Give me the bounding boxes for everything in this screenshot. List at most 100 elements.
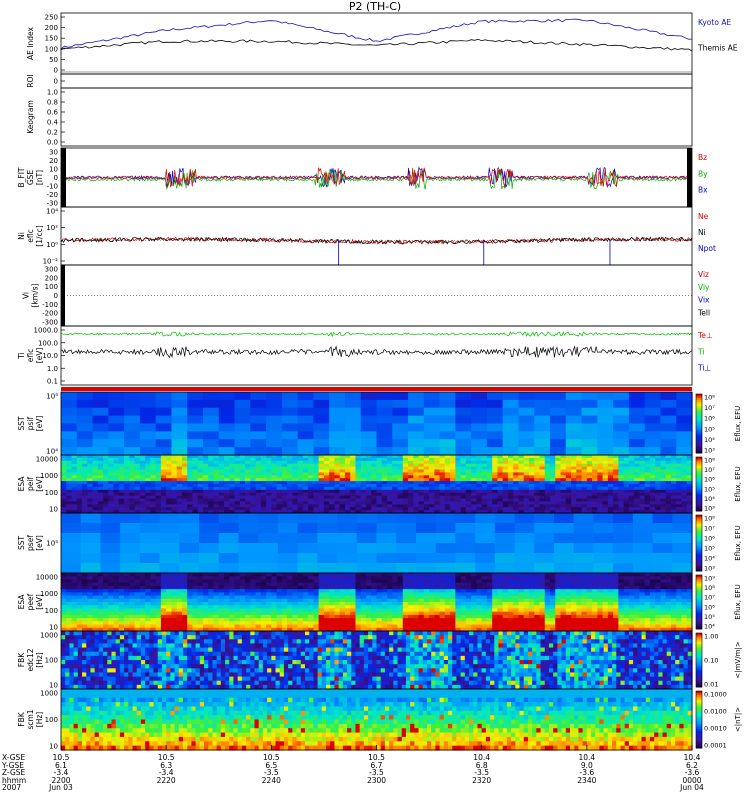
spectrogram-cell — [581, 392, 598, 401]
spectrogram-cell — [239, 611, 246, 616]
spectrogram-cell — [124, 431, 141, 440]
spectrogram-cell — [514, 543, 535, 554]
spectrogram-cell — [323, 484, 330, 488]
spectrogram-cell — [397, 592, 404, 597]
spectrogram-cell — [323, 589, 330, 593]
spectrogram-cell — [176, 592, 183, 597]
spectrogram-cell — [455, 579, 462, 584]
spectrogram-cell — [124, 478, 130, 482]
ytick-label: 20 — [49, 157, 58, 165]
spectrogram-cell — [444, 605, 451, 610]
spectrogram-cell — [507, 627, 514, 632]
spectrogram-cell — [660, 475, 667, 479]
spectrogram-cell — [229, 618, 236, 622]
spectrogram-cell — [607, 463, 614, 468]
spectrogram-cell — [355, 589, 362, 593]
spectrogram-cell — [76, 431, 94, 440]
spectrogram-cell — [103, 475, 109, 479]
spectrogram-cell — [238, 523, 259, 534]
spectrogram-cell — [197, 489, 204, 494]
spectrogram-cell — [124, 589, 130, 593]
spectrogram-cell — [507, 498, 514, 502]
spectrogram-cell — [376, 469, 383, 473]
spectrogram-cell — [120, 513, 141, 524]
spectrogram-cell — [408, 624, 414, 629]
spectrogram-cell — [197, 472, 204, 476]
spectrogram-cell — [476, 492, 483, 497]
spectrogram-cell — [439, 478, 446, 482]
spectrogram-cell — [192, 579, 199, 584]
ylabel-line: [eV] — [35, 476, 44, 492]
spectrogram-cell — [528, 466, 535, 471]
spectrogram-cell — [365, 602, 372, 606]
spectrogram-cell — [434, 486, 441, 491]
spectrogram-cell — [260, 605, 267, 610]
spectrogram-cell — [76, 608, 83, 613]
spectrogram-cell — [266, 602, 272, 606]
spectrogram-cell — [571, 621, 577, 626]
spectrogram-cell — [497, 489, 504, 494]
spectrogram-cell — [476, 585, 483, 590]
spectrogram-cell — [381, 595, 388, 600]
spectrogram-cell — [145, 608, 151, 613]
spectrogram-cell — [166, 492, 173, 497]
spectrogram-cell — [103, 460, 109, 465]
spectrogram-cell — [87, 472, 94, 476]
spectrogram-cell — [202, 392, 220, 401]
spectrogram-cell — [550, 585, 556, 590]
spectrogram-cell — [402, 573, 409, 577]
spectrogram-cell — [197, 492, 204, 497]
spectrogram-cell — [592, 589, 598, 593]
spectrogram-cell — [634, 489, 641, 494]
spectrogram-cell — [87, 475, 94, 479]
spectrogram-cell — [649, 455, 656, 459]
panel-ti-ylabel: Tieflc[eV] — [17, 348, 44, 364]
spectrogram-cell — [97, 582, 104, 587]
spectrogram-cell — [344, 478, 351, 482]
ytick-label: 0 — [54, 292, 58, 300]
spectrogram-cell — [392, 598, 399, 603]
spectrogram-cell — [61, 614, 67, 619]
spectrogram-cell — [139, 481, 146, 485]
spectrogram-cell — [381, 592, 388, 597]
spectrogram-cell — [255, 472, 262, 476]
spectrogram-cell — [465, 579, 472, 584]
spectrogram-cell — [497, 614, 504, 619]
spectrogram-cell — [344, 481, 351, 485]
spectrogram-cell — [486, 439, 504, 448]
spectrogram-cell — [581, 407, 598, 417]
spectrogram-cell — [413, 469, 420, 473]
spectrogram-cell — [681, 466, 688, 471]
spectrogram-cell — [392, 498, 399, 502]
spectrogram-cell — [103, 582, 109, 587]
spectrogram-cell — [239, 627, 246, 632]
spectrogram-cell — [450, 472, 456, 476]
spectrogram-cell — [450, 510, 456, 514]
spectrogram-cell — [523, 585, 530, 590]
spectrogram-cell — [465, 595, 472, 600]
spectrogram-cell — [229, 489, 236, 494]
spectrogram-cell — [660, 504, 667, 508]
spectrogram-cell — [255, 595, 262, 600]
spectrogram-cell — [539, 595, 546, 600]
spectrogram-cell — [392, 504, 399, 508]
spectrogram-cell — [444, 492, 451, 497]
spectrogram-cell — [471, 466, 478, 471]
spectrogram-cell — [649, 504, 656, 508]
spectrogram-cell — [202, 472, 209, 476]
spectrogram-cell — [392, 621, 399, 626]
spectrogram-cell — [166, 579, 173, 584]
spectrogram-cell — [292, 484, 299, 488]
spectrogram-cell — [565, 457, 572, 462]
spectrogram-cell — [92, 457, 99, 462]
spectrogram-cell — [476, 495, 483, 500]
spectrogram-cell — [334, 621, 341, 626]
spectrogram-cell — [71, 627, 78, 632]
spectrogram-cell — [250, 582, 257, 587]
spectrogram-cell — [92, 602, 99, 606]
spectrogram-cell — [518, 439, 535, 448]
spectrogram-cell — [245, 589, 251, 593]
spectrogram-cell — [460, 573, 467, 577]
spectrogram-cell — [413, 618, 420, 622]
